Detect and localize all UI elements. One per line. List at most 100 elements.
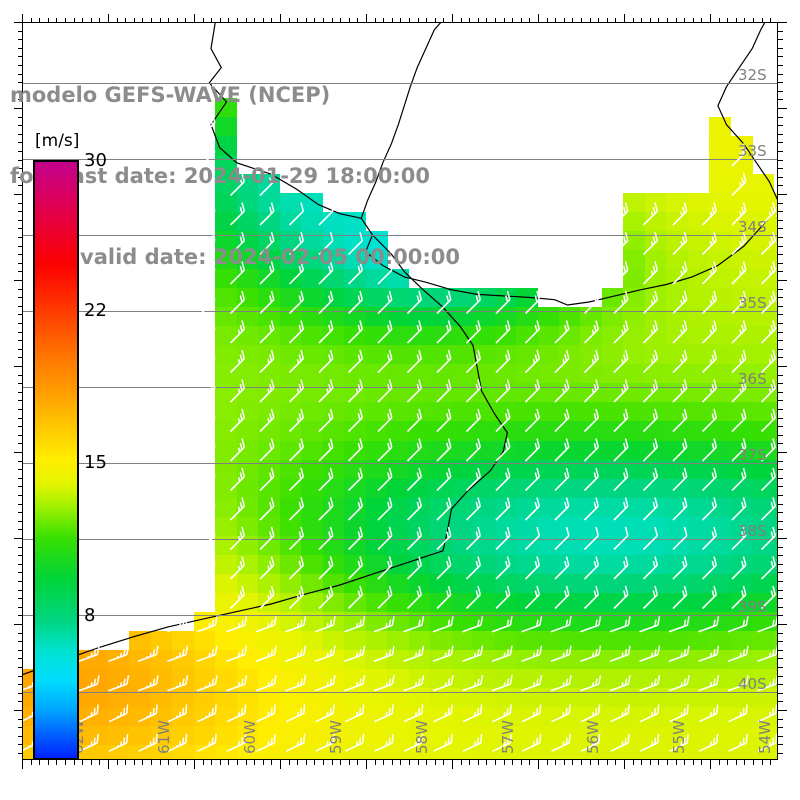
raster-cell: [644, 649, 667, 670]
raster-cell: [580, 440, 603, 461]
raster-cell: [193, 744, 216, 760]
raster-cell: [666, 364, 689, 384]
axis-tick: [778, 667, 783, 668]
axis-tick: [778, 297, 783, 299]
axis-tick: [391, 18, 393, 23]
axis-tick: [778, 237, 783, 238]
raster-cell: [709, 421, 732, 441]
raster-cell: [601, 706, 624, 727]
raster-cell: [601, 725, 624, 746]
raster-cell: [687, 440, 710, 461]
axis-tick: [632, 760, 634, 765]
raster-cell: [687, 478, 710, 499]
axis-tick: [778, 288, 783, 290]
top-tick-strip: [22, 13, 778, 23]
axis-tick: [778, 151, 783, 152]
raster-cell: [408, 421, 431, 441]
raster-cell: [773, 630, 778, 651]
raster-cell: [279, 554, 302, 575]
latitude-label: 33S: [738, 141, 767, 160]
raster-cell: [365, 497, 388, 518]
raster-cell: [279, 573, 302, 594]
axis-tick: [770, 18, 772, 23]
raster-cell: [301, 478, 324, 499]
raster-cell: [773, 668, 778, 689]
axis-tick: [245, 760, 247, 765]
raster-cell: [322, 250, 345, 270]
axis-tick: [598, 18, 600, 23]
raster-cell: [687, 497, 710, 518]
axis-tick: [624, 14, 625, 23]
raster-cell: [752, 573, 775, 594]
axis-tick: [778, 477, 783, 479]
colorbar-tick-label: 30: [84, 150, 107, 171]
axis-tick: [82, 18, 84, 23]
raster-cell: [387, 478, 410, 499]
raster-cell: [730, 497, 753, 518]
raster-cell: [387, 364, 410, 384]
raster-cell: [387, 744, 410, 760]
raster-cell: [558, 478, 581, 499]
map-plot-area[interactable]: [22, 22, 778, 760]
raster-cell: [301, 535, 324, 556]
raster-cell: [773, 421, 778, 441]
right-tick-strip: [778, 22, 788, 760]
axis-tick: [770, 760, 772, 765]
raster-cell: [752, 364, 775, 384]
raster-cell: [730, 307, 753, 327]
raster-cell: [258, 307, 281, 327]
axis-tick: [18, 606, 23, 608]
axis-tick: [684, 760, 686, 765]
axis-tick: [624, 760, 625, 769]
axis-tick: [778, 305, 783, 307]
axis-tick: [237, 760, 238, 765]
raster-cell: [279, 630, 302, 651]
raster-cell: [558, 345, 581, 365]
axis-tick: [18, 30, 23, 32]
raster-cell: [644, 364, 667, 384]
raster-cell: [558, 421, 581, 441]
axis-tick: [18, 503, 23, 505]
raster-cell: [516, 725, 539, 746]
axis-tick: [331, 18, 333, 23]
raster-cell: [558, 307, 581, 327]
axis-tick: [374, 18, 376, 23]
axis-tick: [778, 280, 787, 281]
latitude-label: 36S: [738, 370, 767, 389]
raster-cell: [258, 440, 281, 461]
colorbar[interactable]: [33, 160, 79, 760]
raster-cell: [258, 421, 281, 441]
raster-cell: [623, 744, 646, 760]
raster-cell: [666, 421, 689, 441]
raster-cell: [580, 364, 603, 384]
raster-cell: [773, 345, 778, 365]
raster-cell: [687, 288, 710, 308]
axis-tick: [18, 383, 23, 385]
axis-tick: [82, 760, 84, 765]
axis-tick: [14, 108, 23, 109]
axis-tick: [65, 760, 66, 765]
raster-cell: [365, 402, 388, 422]
raster-cell: [322, 212, 345, 232]
raster-cell: [516, 364, 539, 384]
axis-tick: [778, 65, 783, 66]
axis-tick: [778, 331, 783, 333]
raster-cell: [666, 383, 689, 403]
axis-tick: [18, 581, 23, 582]
axis-tick: [778, 572, 783, 574]
axis-tick: [18, 357, 23, 359]
raster-cell: [129, 630, 152, 651]
raster-cell: [644, 516, 667, 537]
raster-cell: [773, 687, 778, 708]
raster-cell: [494, 497, 517, 518]
raster-cell: [215, 554, 238, 575]
axis-tick: [778, 99, 783, 101]
axis-tick: [778, 348, 783, 350]
axis-tick: [460, 18, 462, 23]
raster-cell: [365, 554, 388, 575]
axis-tick: [185, 18, 187, 23]
raster-cell: [666, 326, 689, 346]
raster-cell: [365, 307, 388, 327]
raster-cell: [193, 649, 216, 670]
raster-cell: [752, 592, 775, 613]
